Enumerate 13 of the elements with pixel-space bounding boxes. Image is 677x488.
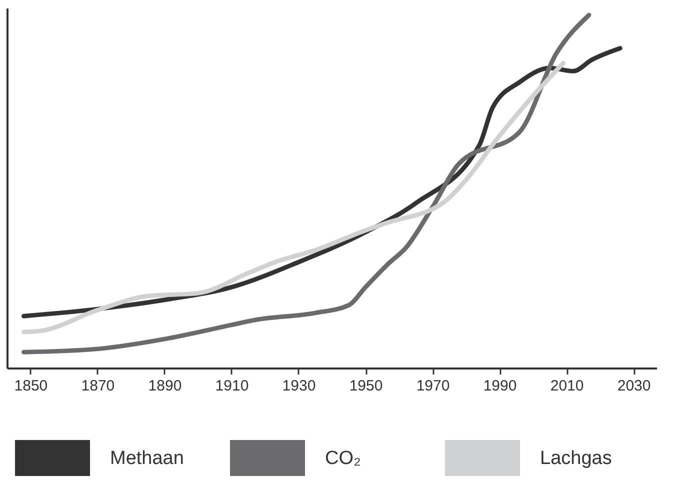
x-tick-label: 1910 <box>215 378 249 394</box>
x-tick-label: 1990 <box>483 378 517 394</box>
legend-label: Lachgas <box>540 448 612 469</box>
x-tick-label: 1870 <box>81 378 115 394</box>
x-tick-label: 1950 <box>349 378 383 394</box>
x-tick-label: 2010 <box>550 378 584 394</box>
x-tick-label: 1850 <box>14 378 48 394</box>
x-tick-label: 2030 <box>617 378 651 394</box>
legend-label: Methaan <box>110 448 184 469</box>
x-tick-label: 1930 <box>282 378 316 394</box>
x-tick-label: 1970 <box>416 378 450 394</box>
legend-label: CO₂ <box>325 448 361 469</box>
x-tick-label: 1890 <box>148 378 182 394</box>
